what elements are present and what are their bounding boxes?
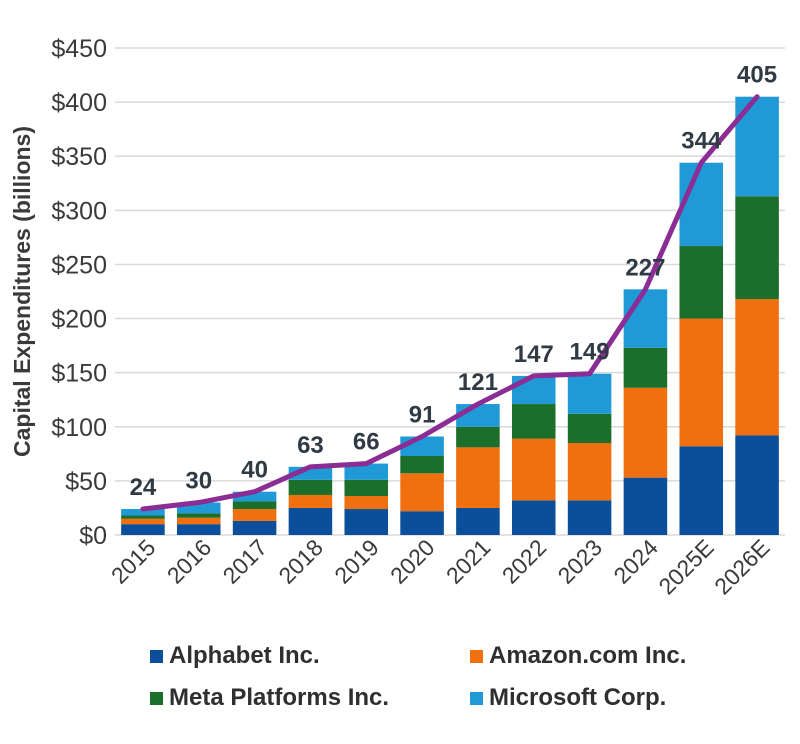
- bar-segment-amazon: [511, 438, 556, 501]
- y-tick-label: $350: [51, 143, 107, 171]
- bar-segment-microsoft: [679, 162, 724, 247]
- bar-segment-microsoft: [623, 289, 668, 348]
- legend-item-microsoft: Microsoft Corp.: [470, 684, 666, 712]
- legend-swatch-meta: [150, 691, 163, 705]
- bar-segment-amazon: [623, 387, 668, 478]
- bar-segment-amazon: [121, 518, 165, 525]
- data-label: 227: [625, 254, 665, 281]
- bar-segment-microsoft: [232, 491, 277, 502]
- legend-item-amazon: Amazon.com Inc.: [470, 642, 686, 670]
- x-tick-label: 2023: [553, 534, 608, 589]
- legend-label-meta: Meta Platforms Inc.: [169, 684, 390, 711]
- bar-segment-amazon: [456, 447, 500, 508]
- bar-segment-amazon: [176, 517, 221, 525]
- data-label: 344: [681, 128, 722, 155]
- y-tick-label: $200: [51, 306, 107, 334]
- data-label: 66: [353, 429, 380, 456]
- bar-segment-alphabet: [176, 524, 221, 535]
- x-tick-label: 2017: [218, 534, 273, 589]
- bar-segment-microsoft: [176, 502, 221, 514]
- total-line: [140, 94, 760, 512]
- y-tick-label: $0: [79, 522, 107, 550]
- data-label: 405: [737, 62, 777, 89]
- bar-segment-alphabet: [344, 509, 389, 535]
- legend-label-amazon: Amazon.com Inc.: [489, 642, 687, 669]
- y-tick-label: $100: [51, 414, 107, 442]
- bar-segment-meta: [121, 515, 165, 519]
- bar-segment-alphabet: [288, 507, 333, 535]
- data-label: 30: [185, 468, 212, 495]
- legend-swatch-alphabet: [150, 649, 163, 663]
- bar-segment-meta: [456, 426, 500, 448]
- legend-label-alphabet: Alphabet Inc.: [169, 642, 320, 669]
- bar-segment-meta: [232, 501, 277, 510]
- data-label: 24: [130, 474, 157, 501]
- x-tick-label: 2018: [273, 534, 328, 589]
- data-label: 121: [458, 369, 498, 396]
- bar-segment-amazon: [232, 509, 277, 521]
- bar-segment-meta: [567, 413, 612, 444]
- data-label: 149: [570, 339, 610, 366]
- bar-segment-meta: [735, 196, 779, 300]
- y-tick-label: $400: [51, 89, 107, 117]
- x-tick-label: 2026E: [709, 534, 774, 599]
- legend-item-meta: Meta Platforms Inc.: [150, 684, 389, 712]
- y-tick-label: $150: [51, 360, 107, 388]
- bar-segment-amazon: [679, 318, 724, 447]
- bar-segment-alphabet: [456, 507, 500, 535]
- x-tick-label: 2025E: [653, 534, 718, 599]
- bar-segment-meta: [176, 513, 221, 518]
- bar-segment-meta: [511, 404, 556, 439]
- y-tick-label: $300: [51, 197, 107, 225]
- bar-segment-alphabet: [567, 500, 612, 535]
- data-label: 40: [241, 457, 268, 484]
- bar-segment-alphabet: [679, 446, 724, 535]
- bar-segment-microsoft: [567, 373, 612, 414]
- bar-segment-microsoft: [511, 375, 556, 405]
- legend-swatch-amazon: [470, 649, 483, 663]
- data-label: 91: [409, 402, 436, 429]
- bar-segment-meta: [623, 347, 668, 388]
- data-label: 63: [297, 432, 324, 459]
- x-tick-label: 2016: [162, 534, 217, 589]
- x-tick-label: 2021: [441, 534, 496, 589]
- y-axis-label: Capital Expenditures (billions): [9, 126, 35, 457]
- bar-segment-alphabet: [735, 435, 779, 535]
- x-tick-label: 2020: [385, 534, 440, 589]
- bar-segment-alphabet: [511, 500, 556, 535]
- y-tick-label: $50: [65, 468, 107, 496]
- y-tick-label: $250: [51, 251, 107, 279]
- bar-segment-alphabet: [232, 520, 277, 535]
- bar-segment-alphabet: [121, 524, 165, 535]
- bar-segment-alphabet: [400, 511, 444, 535]
- capex-chart: $0 $50 $100 $150 $200 $250 $300 $350 $400 $450 Cap…: [9, 35, 785, 600]
- bar-segment-amazon: [400, 473, 444, 512]
- x-tick-label: 2019: [329, 534, 384, 589]
- bar-segment-microsoft: [344, 463, 389, 480]
- bar-segment-meta: [400, 455, 444, 474]
- bar-segment-amazon: [344, 496, 389, 510]
- bar-segment-amazon: [567, 443, 612, 501]
- x-tick-label: 2022: [497, 534, 552, 589]
- bar-segment-meta: [679, 246, 724, 319]
- y-tick-label: $450: [51, 35, 107, 63]
- legend-swatch-microsoft: [470, 691, 483, 705]
- bar-segment-microsoft: [121, 509, 165, 516]
- bar-segment-amazon: [288, 494, 333, 508]
- data-label: 147: [514, 341, 554, 368]
- bar-segment-meta: [288, 479, 333, 495]
- x-tick-label: 2015: [106, 534, 161, 589]
- bar-segment-alphabet: [623, 477, 668, 535]
- legend-item-alphabet: Alphabet Inc.: [150, 642, 320, 670]
- bar-segment-meta: [344, 479, 389, 497]
- legend-label-microsoft: Microsoft Corp.: [489, 684, 667, 711]
- bar-segment-amazon: [735, 299, 779, 436]
